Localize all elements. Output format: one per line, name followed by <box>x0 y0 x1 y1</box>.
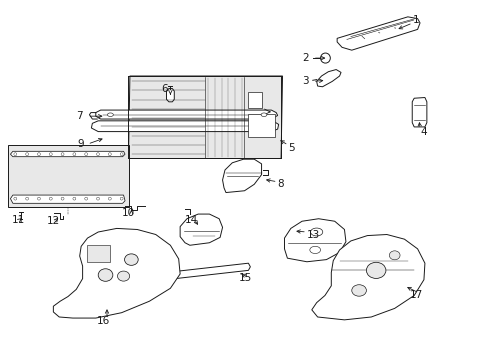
Ellipse shape <box>84 197 87 200</box>
Text: 9: 9 <box>78 139 84 149</box>
Ellipse shape <box>261 113 266 117</box>
Text: 10: 10 <box>122 208 135 218</box>
Polygon shape <box>222 159 261 193</box>
Ellipse shape <box>98 269 113 281</box>
Polygon shape <box>10 195 125 203</box>
Polygon shape <box>336 17 419 50</box>
Bar <box>248 114 275 137</box>
Ellipse shape <box>388 251 399 260</box>
Ellipse shape <box>120 197 123 200</box>
Ellipse shape <box>38 197 41 200</box>
Ellipse shape <box>49 197 52 200</box>
Ellipse shape <box>117 271 129 281</box>
Text: 15: 15 <box>238 273 251 283</box>
Ellipse shape <box>310 228 322 236</box>
Ellipse shape <box>14 197 17 200</box>
Text: 17: 17 <box>409 291 423 301</box>
Ellipse shape <box>61 153 64 156</box>
Ellipse shape <box>25 153 28 156</box>
Text: 2: 2 <box>302 53 308 63</box>
Ellipse shape <box>61 197 64 200</box>
Ellipse shape <box>96 197 99 200</box>
Bar <box>8 145 129 207</box>
Text: 11: 11 <box>11 215 24 225</box>
Text: 8: 8 <box>277 179 284 189</box>
Ellipse shape <box>73 197 76 200</box>
Ellipse shape <box>108 197 111 200</box>
Polygon shape <box>91 121 278 132</box>
Ellipse shape <box>124 254 138 265</box>
Polygon shape <box>316 69 340 87</box>
Text: 3: 3 <box>302 76 308 86</box>
Polygon shape <box>87 244 110 262</box>
Polygon shape <box>180 214 222 245</box>
Polygon shape <box>284 219 345 262</box>
Polygon shape <box>128 76 282 158</box>
Ellipse shape <box>351 285 366 296</box>
Text: 4: 4 <box>419 127 426 136</box>
Text: 7: 7 <box>76 111 83 121</box>
Polygon shape <box>96 110 277 119</box>
Polygon shape <box>53 228 180 318</box>
Ellipse shape <box>73 153 76 156</box>
Text: 12: 12 <box>47 216 60 226</box>
Bar <box>248 92 262 108</box>
Ellipse shape <box>84 153 87 156</box>
Ellipse shape <box>25 197 28 200</box>
Polygon shape <box>166 89 174 102</box>
Ellipse shape <box>366 262 385 278</box>
Polygon shape <box>10 151 125 157</box>
Ellipse shape <box>49 153 52 156</box>
Text: 1: 1 <box>412 15 419 26</box>
Polygon shape <box>172 263 250 279</box>
Text: 13: 13 <box>306 230 320 239</box>
Text: 14: 14 <box>184 215 198 225</box>
Polygon shape <box>311 234 424 320</box>
Text: 16: 16 <box>97 316 110 325</box>
Text: 5: 5 <box>288 143 294 153</box>
Ellipse shape <box>38 153 41 156</box>
Polygon shape <box>411 98 426 127</box>
Text: 6: 6 <box>161 84 168 94</box>
Ellipse shape <box>107 113 113 117</box>
Ellipse shape <box>120 153 123 156</box>
Ellipse shape <box>309 246 320 253</box>
Ellipse shape <box>14 153 17 156</box>
Ellipse shape <box>108 153 111 156</box>
Ellipse shape <box>96 153 99 156</box>
Ellipse shape <box>320 53 330 63</box>
